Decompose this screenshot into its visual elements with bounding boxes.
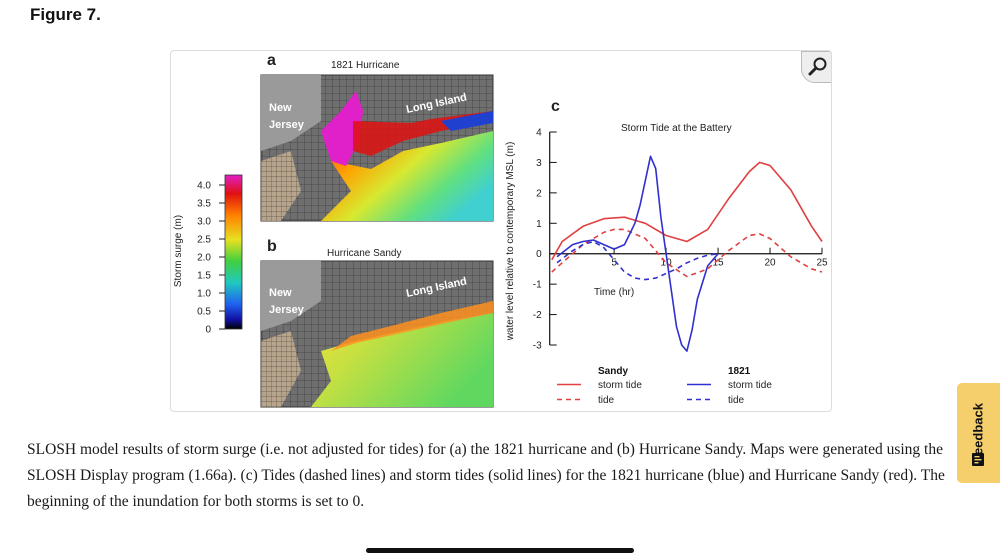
panel-letter-a: a — [267, 52, 276, 69]
legend-entry-label: tide — [728, 395, 745, 406]
sandy-tide-line — [551, 228, 823, 278]
x-tick-label: 5 — [611, 258, 617, 269]
zoom-button[interactable] — [801, 51, 831, 83]
panel-letter-b: b — [267, 238, 277, 255]
colorbar-tick-label: 2.5 — [197, 235, 211, 246]
colorbar-tick-label: 3.5 — [197, 199, 211, 210]
y-tick-label: 2 — [536, 188, 542, 199]
y-axis-label: water level relative to contemporary MSL… — [505, 142, 516, 342]
colorbar-tick-label: 2.0 — [197, 253, 211, 264]
x-tick-label: 15 — [713, 258, 725, 269]
colorbar-tick-label: 4.0 — [197, 181, 211, 192]
map-hurricane-sandy: New Jersey Long Island — [260, 260, 494, 408]
colorbar-tick-label: 1.0 — [197, 289, 211, 300]
y-tick-label: 4 — [536, 128, 542, 139]
legend-entry-label: storm tide — [728, 380, 772, 391]
map-1821-hurricane: New Jersey Long Island — [260, 74, 494, 222]
1821-storm-tide-line — [556, 155, 719, 352]
legend-group-header: Sandy — [598, 366, 628, 377]
y-tick-label: -2 — [533, 310, 542, 321]
colorbar-tick-label: 3.0 — [197, 217, 211, 228]
panel-title-a: 1821 Hurricane — [331, 60, 400, 71]
colorbar-label: Storm surge (m) — [173, 215, 184, 287]
panel-letter-c: c — [551, 98, 560, 115]
legend-group-header: 1821 — [728, 366, 751, 377]
y-tick-label: 0 — [536, 249, 542, 260]
figure-image[interactable]: New Jersey Long Island a 1821 Hurricane … — [170, 50, 832, 412]
home-indicator — [366, 548, 634, 553]
feedback-button[interactable]: Feedback — [957, 383, 1000, 483]
x-tick-label: 20 — [764, 258, 776, 269]
y-tick-label: -3 — [533, 341, 542, 352]
panel-title-b: Hurricane Sandy — [327, 248, 401, 259]
y-tick-label: 3 — [536, 158, 542, 169]
figure-title: Figure 7. — [30, 5, 101, 24]
x-tick-label: 25 — [816, 258, 828, 269]
colorbar-tick-label: 0 — [205, 325, 211, 336]
x-tick-label: 10 — [661, 258, 673, 269]
map-label-jersey: Jersey — [269, 119, 305, 131]
map-label-jersey: Jersey — [269, 304, 305, 316]
1821-tide-line — [556, 240, 719, 281]
x-axis-label: Time (hr) — [594, 287, 634, 298]
figure-caption: SLOSH model results of storm surge (i.e.… — [27, 441, 945, 510]
colorbar: 4.0 3.5 3.0 2.5 2.0 1.5 1.0 0.5 0 Storm surge (m… — [173, 174, 243, 336]
storm-tide-chart: c Storm Tide at the Battery water level … — [505, 98, 828, 406]
magnifier-icon — [808, 57, 827, 76]
y-tick-label: 1 — [536, 219, 542, 230]
colorbar-tick-label: 1.5 — [197, 271, 211, 282]
map-label-new: New — [269, 102, 292, 114]
legend-entry-label: tide — [598, 395, 615, 406]
map-label-new: New — [269, 287, 292, 299]
document-icon — [972, 453, 984, 466]
y-tick-label: -1 — [533, 280, 542, 291]
legend-entry-label: storm tide — [598, 380, 642, 391]
chart-title: Storm Tide at the Battery — [621, 123, 732, 134]
sandy-storm-tide-line — [551, 161, 823, 261]
colorbar-tick-label: 0.5 — [197, 307, 211, 318]
